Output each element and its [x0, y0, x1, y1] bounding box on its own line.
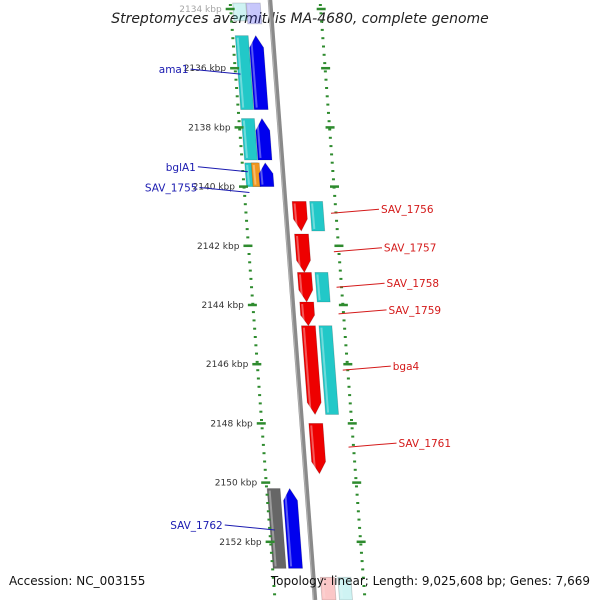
reverse-gene: [300, 325, 322, 416]
gene-label[interactable]: SAV_1761: [399, 438, 452, 450]
forward-gene-shine: [259, 164, 264, 185]
reverse-gene-shine: [298, 274, 304, 301]
gene-label[interactable]: ama1: [159, 64, 189, 76]
tick-label: 2150 kbp: [215, 479, 258, 489]
tick-label: 2148 kbp: [210, 419, 253, 429]
forward-gene: [245, 2, 263, 25]
reverse-gene: [308, 422, 327, 475]
protein-feature: [314, 271, 331, 303]
protein-feature-shine: [242, 120, 248, 159]
tick-label: 2146 kbp: [206, 360, 249, 370]
protein-feature-shine: [234, 4, 238, 19]
backbone-highlight: [268, 0, 315, 600]
reverse-gene-shine: [310, 425, 317, 472]
tick-label: 2136 kbp: [184, 64, 227, 74]
gene-label[interactable]: SAV_1757: [384, 243, 437, 255]
protein-feature-shine: [316, 274, 321, 301]
feature-track: [232, 2, 353, 600]
protein-feature: [318, 325, 340, 415]
gene-labels: ama1 bglA1 SAV_1755 SAV_1756 SAV_1757 SAV_175…: [145, 64, 451, 532]
reverse-gene-shine: [302, 327, 312, 413]
forward-gene: [258, 162, 275, 188]
forward-gene-shine: [284, 490, 293, 567]
label-leader: [330, 208, 380, 214]
label-leader: [348, 442, 397, 448]
label-leader: [342, 365, 391, 371]
protein-feature: [234, 35, 255, 110]
gene-label[interactable]: SAV_1755: [145, 183, 198, 195]
forward-gene: [283, 487, 304, 569]
backbone: [267, 0, 318, 600]
hypothetical-gene-shine: [268, 490, 277, 567]
tick-label: 2138 kbp: [188, 123, 231, 133]
reverse-gene: [294, 233, 311, 274]
protein-feature: [337, 576, 353, 600]
protein-feature: [240, 118, 258, 161]
forward-gene: [249, 34, 269, 110]
label-leader: [333, 247, 382, 253]
gene-label[interactable]: SAV_1762: [170, 520, 223, 532]
reverse-gene-shine: [293, 203, 298, 230]
protein-feature-shine: [246, 164, 250, 185]
highlight-feature-shine: [252, 164, 257, 185]
reverse-gene-shine: [301, 303, 305, 324]
label-leader: [338, 309, 387, 315]
reverse-gene-shine: [321, 579, 326, 599]
gene-label[interactable]: SAV_1758: [387, 278, 440, 290]
label-leader: [199, 187, 250, 194]
gene-label[interactable]: bglA1: [166, 162, 196, 174]
protein-feature-shine: [236, 37, 245, 108]
protein-feature-shine: [311, 203, 316, 230]
topology-text: Topology: linear; Length: 9,025,608 bp; …: [270, 574, 590, 588]
tick-label: 2152 kbp: [219, 538, 262, 548]
reverse-gene: [299, 301, 316, 327]
map-title: Streptomyces avermitilis MA-4680, comple…: [111, 11, 489, 27]
protein-feature: [309, 200, 326, 232]
reverse-gene: [296, 271, 314, 303]
label-leader: [224, 524, 275, 531]
gene-label[interactable]: bga4: [393, 361, 420, 373]
ruler: 2134 kbp 2136 kbp 2138 kbp 2140 kbp 2142 kbp…: [179, 4, 367, 596]
accession-text: Accession: NC_003155: [9, 574, 146, 588]
forward-gene-shine: [256, 120, 262, 159]
reverse-gene: [319, 576, 337, 600]
label-leader: [190, 68, 241, 75]
gene-track: [245, 2, 337, 600]
protein-feature: [232, 2, 248, 22]
reverse-gene: [291, 200, 308, 232]
tick-label: 2134 kbp: [179, 5, 222, 15]
forward-gene-shine: [247, 4, 252, 22]
gene-label[interactable]: SAV_1756: [381, 204, 434, 216]
tick-label: 2144 kbp: [201, 301, 244, 311]
forward-gene: [255, 117, 273, 161]
protein-feature-shine: [339, 579, 343, 599]
tick-label: 2142 kbp: [197, 242, 240, 252]
protein-feature-shine: [320, 327, 330, 413]
label-leader: [336, 282, 385, 288]
tick-label: 2140 kbp: [193, 183, 236, 193]
reverse-gene-shine: [296, 235, 301, 271]
backbone-line: [267, 0, 318, 600]
label-leader: [197, 166, 248, 173]
forward-gene-shine: [250, 37, 258, 108]
gene-label[interactable]: SAV_1759: [389, 305, 442, 317]
